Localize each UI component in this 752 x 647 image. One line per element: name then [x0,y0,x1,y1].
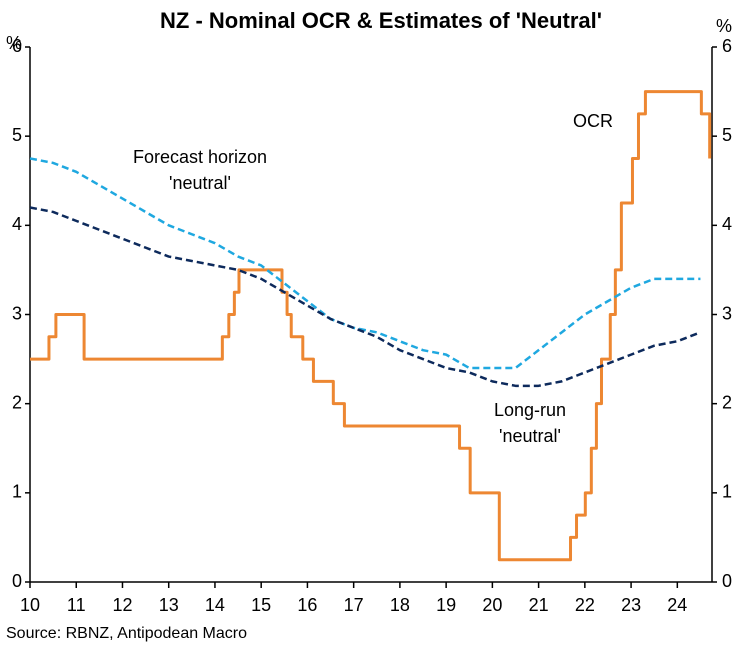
series-line [29,157,701,370]
x-tick-label: 15 [251,595,271,615]
x-tick-label: 24 [667,595,687,615]
y2-axis-label: % [716,16,732,36]
series-label: 'neutral' [169,173,231,193]
x-tick-label: 12 [112,595,132,615]
y2-tick-label: 2 [722,392,732,412]
y2-tick-label: 6 [722,36,732,56]
x-tick-label: 10 [20,595,40,615]
y2-tick-label: 4 [722,214,732,234]
source: Source: RBNZ, Antipodean Macro [6,625,247,642]
x-tick-label: 21 [529,595,549,615]
series-label: OCR [573,111,613,131]
series-label: Forecast horizon [133,147,267,167]
series-line [29,206,701,388]
x-tick-label: 14 [205,595,225,615]
x-tick-label: 17 [344,595,364,615]
y2-tick-label: 0 [722,571,732,591]
chart-title: NZ - Nominal OCR & Estimates of 'Neutral… [160,8,602,33]
y2-tick-label: 5 [722,125,732,145]
x-tick-label: 16 [297,595,317,615]
x-tick-label: 18 [390,595,410,615]
y-tick-label: 0 [12,571,22,591]
y-tick-label: 4 [12,214,22,234]
series-line [30,90,712,562]
y2-tick-label: 3 [722,303,732,323]
x-tick-label: 19 [436,595,456,615]
y-axis-label: % [6,33,22,53]
y-tick-label: 3 [12,303,22,323]
y2-tick-label: 1 [722,482,732,502]
x-tick-label: 22 [575,595,595,615]
series-label: 'neutral' [499,426,561,446]
y-tick-label: 2 [12,392,22,412]
y-tick-label: 5 [12,125,22,145]
y-tick-label: 1 [12,482,22,502]
x-tick-label: 13 [159,595,179,615]
series-label: Long-run [494,400,566,420]
x-tick-label: 23 [621,595,641,615]
x-tick-label: 20 [482,595,502,615]
y-tick-label: 6 [12,36,22,56]
x-tick-label: 11 [67,595,86,615]
